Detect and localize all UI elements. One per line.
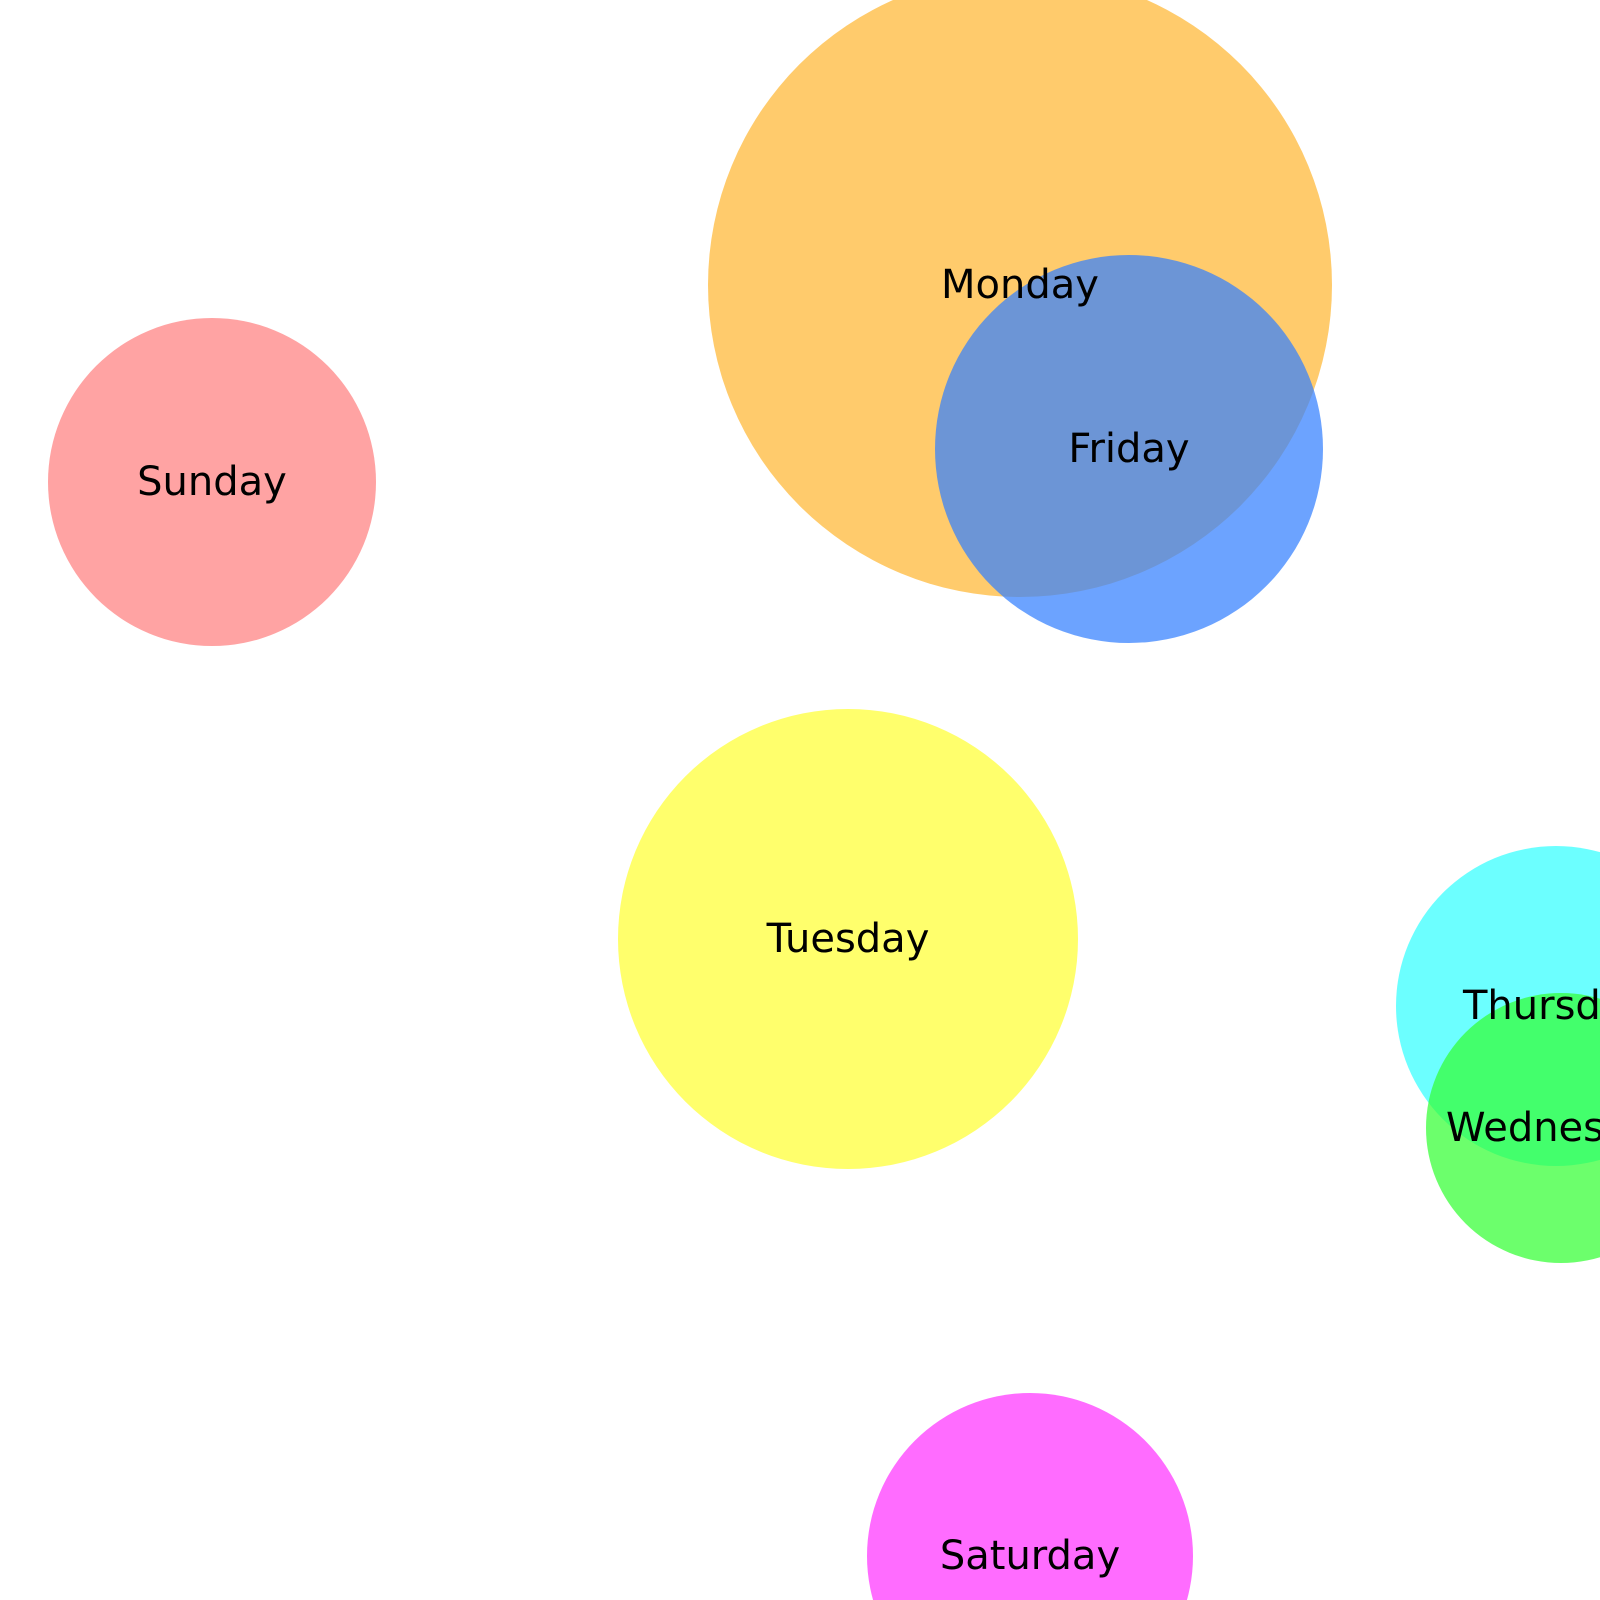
bubble-sunday (48, 318, 376, 646)
bubble-label-saturday: Saturday (940, 1533, 1120, 1579)
bubble-label-friday: Friday (1068, 426, 1189, 472)
bubble-labels-layer: Sunday Monday Friday Tuesday Thursday Wednesd… (137, 262, 1600, 1579)
bubble-saturday (867, 1393, 1193, 1600)
bubble-label-wednesday: Wednesday (1446, 1105, 1600, 1151)
bubble-friday (935, 255, 1323, 643)
bubble-label-monday: Monday (941, 262, 1099, 308)
bubble-label-tuesday: Tuesday (766, 916, 930, 962)
bubble-label-sunday: Sunday (137, 459, 287, 505)
bubble-wednesday (1426, 993, 1600, 1263)
bubble-label-thursday: Thursday (1462, 983, 1600, 1029)
bubbles-layer (48, 0, 1600, 1600)
bubble-tuesday (618, 709, 1078, 1169)
